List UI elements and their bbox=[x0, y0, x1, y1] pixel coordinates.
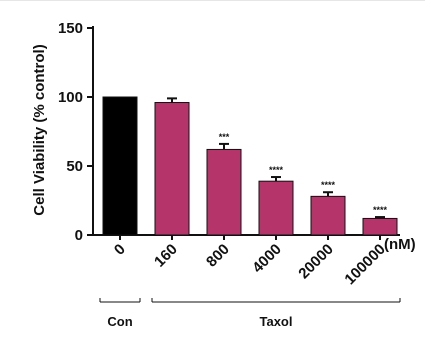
bar bbox=[362, 217, 398, 236]
x-tick-label: 100000 bbox=[341, 241, 388, 288]
y-tick-label: 150 bbox=[58, 20, 83, 37]
x-tick-label: 20000 bbox=[295, 241, 337, 283]
significance-label: **** bbox=[321, 180, 336, 190]
bar bbox=[310, 195, 346, 236]
significance-label: **** bbox=[373, 205, 388, 215]
y-tick-label: 0 bbox=[75, 227, 83, 244]
significance-label: **** bbox=[269, 165, 284, 175]
x-tick-label: 0 bbox=[111, 241, 129, 259]
y-tick-label: 100 bbox=[58, 89, 83, 106]
significance-label: *** bbox=[219, 132, 230, 142]
group-label: Con bbox=[107, 314, 132, 329]
bar bbox=[102, 96, 138, 236]
x-tick-label: 800 bbox=[203, 241, 233, 271]
y-axis-title: Cell Viability (% control) bbox=[31, 44, 48, 215]
bar bbox=[154, 102, 190, 236]
bar bbox=[206, 148, 242, 236]
x-tick-label: 160 bbox=[151, 241, 181, 271]
x-unit-label: (nM) bbox=[384, 236, 416, 253]
bar bbox=[258, 180, 294, 236]
x-tick-label: 4000 bbox=[249, 241, 285, 277]
group-label: Taxol bbox=[260, 314, 293, 329]
y-tick-label: 50 bbox=[66, 158, 83, 175]
